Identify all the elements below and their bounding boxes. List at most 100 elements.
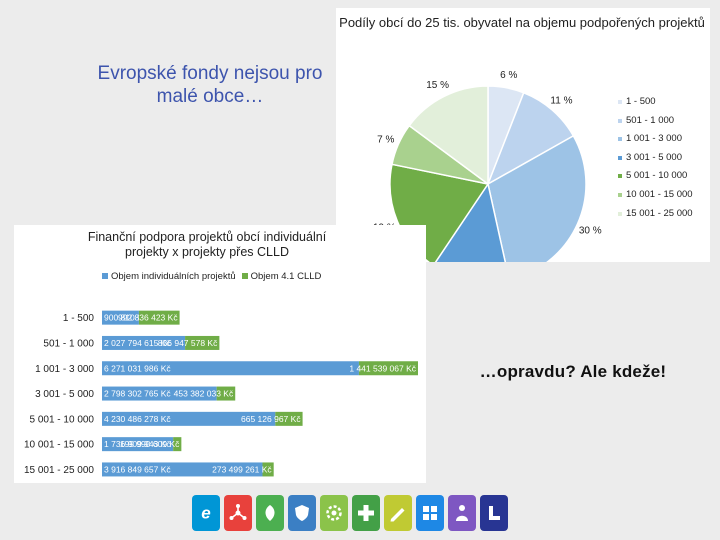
bar-value-label: 453 382 033 Kč	[174, 389, 234, 399]
pie-legend-item: 1 - 500	[618, 96, 708, 115]
pie-slice-7	[408, 85, 489, 186]
pie-data-label-3: 30 %	[579, 226, 602, 237]
pie-legend-swatch	[618, 155, 622, 160]
pie-legend-label: 15 001 - 25 000	[626, 207, 693, 219]
pie-data-label-2: 11 %	[550, 95, 572, 106]
bar-category-label: 1 - 500	[63, 313, 95, 324]
pie-legend-item: 5 001 - 10 000	[618, 170, 708, 189]
pie-legend-label: 5 001 - 10 000	[626, 170, 688, 182]
bar-value-label: 2 798 302 765 Kč	[104, 389, 171, 399]
pie-legend-label: 10 001 - 15 000	[626, 188, 693, 200]
pie-chart-title: Podíly obcí do 25 tis. obyvatel na objem…	[339, 15, 705, 30]
bar-individual-5	[102, 411, 276, 426]
plus-icon	[358, 505, 374, 521]
pie-legend-label: 501 - 1 000	[626, 114, 675, 126]
bar-category-label: 10 001 - 15 000	[24, 440, 94, 451]
leaf-tile	[256, 495, 284, 531]
pie-data-label-6: 7 %	[377, 134, 394, 145]
bar-clld-7	[262, 462, 274, 477]
bar-value-label: 992 836 423 Kč	[118, 313, 178, 323]
bar-value-label: 3 916 849 657 Kč	[104, 464, 171, 474]
bar-category-label: 5 001 - 10 000	[30, 414, 95, 425]
bar-clld-4	[216, 386, 236, 401]
pie-legend-item: 15 001 - 25 000	[618, 208, 708, 227]
person-tile	[448, 495, 476, 531]
bar-chart-title: Finanční podpora projektů obcí individuá…	[87, 230, 327, 259]
network-icon	[229, 504, 247, 520]
bar-legend: Objem individuálních projektů Objem 4.1 C…	[102, 271, 327, 282]
bar-category-label: 3 001 - 5 000	[35, 389, 94, 400]
icon-strip: e	[192, 495, 508, 531]
pie-legend-item: 10 001 - 15 000	[618, 189, 708, 208]
bar-legend-swatch	[102, 273, 108, 280]
pie-legend-label: 1 001 - 3 000	[626, 133, 682, 145]
bar-chart-panel: 1 - 500 900 810 976 Kč 992 836 423 Kč 501 -…	[14, 225, 426, 483]
shield-tile	[288, 495, 316, 531]
gear-tile	[320, 495, 348, 531]
pie-legend-swatch	[618, 174, 622, 179]
bar-value-label: 199 990 609 Kč	[120, 439, 180, 449]
bar-individual-7	[102, 462, 263, 477]
pie-legend-label: 3 001 - 5 000	[626, 151, 682, 163]
bar-value-label: 273 499 261 Kč	[212, 464, 272, 474]
pie-legend: 1 - 500 501 - 1 000 1 001 - 3 000 3 001 - 5…	[618, 96, 708, 226]
svg-text:e: e	[201, 504, 210, 523]
corner-tile	[480, 495, 508, 531]
pie-legend-label: 1 - 500	[626, 96, 656, 107]
bar-value-label: 836 947 578 Kč	[158, 338, 218, 348]
bar-legend-item: Objem 4.1 CLLD	[241, 271, 322, 282]
bar-individual-2	[102, 335, 186, 350]
pen-tile	[384, 495, 412, 531]
network-tile	[224, 495, 252, 531]
bar-value-label: 4 230 486 278 Kč	[104, 414, 171, 424]
pie-legend-item: 3 001 - 5 000	[618, 152, 708, 171]
bar-individual-3	[102, 361, 359, 376]
pie-chart-panel: 6 %11 %30 %13 %19 %7 %15 % Podíly obcí d…	[336, 8, 710, 262]
bar-category-label: 501 - 1 000	[43, 338, 94, 349]
person-icon	[456, 505, 468, 521]
headline-evropske-fondy: Evropské fondy nejsou pro malé obce…	[97, 63, 323, 107]
bar-category-label: 15 001 - 25 000	[24, 465, 94, 476]
pie-data-label-1: 6 %	[500, 70, 517, 81]
bar-value-label: 2 027 794 615 Kč	[104, 338, 171, 348]
pie-legend-item: 1 001 - 3 000	[618, 133, 708, 152]
pie-legend-item: 501 - 1 000	[618, 115, 708, 134]
plus-tile	[352, 495, 380, 531]
corner-icon	[489, 506, 500, 520]
bar-individual-6	[102, 437, 174, 452]
pie-slice-4	[434, 182, 507, 262]
gear-icon	[326, 505, 342, 521]
grid-icon	[423, 506, 437, 520]
bar-clld-6	[173, 437, 182, 452]
pie-slice-2	[486, 91, 575, 186]
bar-legend-label: Objem individuálních projektů	[111, 271, 236, 282]
grid-tile	[416, 495, 444, 531]
bar-legend-item: Objem individuálních projektů	[102, 271, 236, 282]
pie-legend-swatch	[618, 192, 622, 197]
e-logo-tile: e	[192, 495, 220, 531]
bar-individual-4	[102, 386, 217, 401]
pie-legend-swatch	[618, 211, 622, 216]
bar-value-label: 900 810 976 Kč	[104, 313, 164, 323]
shield-icon	[295, 505, 309, 521]
bar-clld-2	[185, 335, 220, 350]
headline-opravdu: …opravdu? Ale kdeže!	[479, 362, 667, 381]
pie-legend-swatch	[618, 100, 622, 104]
bar-individual-1	[102, 310, 139, 325]
bar-clld-1	[138, 310, 180, 325]
pie-legend-swatch	[618, 137, 622, 142]
bar-category-label: 1 001 - 3 000	[35, 364, 94, 375]
bar-value-label: 6 271 031 986 Kč	[104, 363, 171, 373]
pie-legend-swatch	[618, 118, 622, 123]
pie-slice-3	[487, 134, 587, 262]
e-logo-icon: e	[201, 504, 210, 523]
bar-legend-label: Objem 4.1 CLLD	[250, 271, 322, 282]
bar-value-label: 665 126 967 Kč	[241, 414, 301, 424]
bar-clld-5	[275, 411, 303, 426]
bar-value-label: 1 736 909 943 Kč	[104, 439, 171, 449]
bar-value-label: 1 441 539 067 Kč	[349, 363, 416, 373]
bar-clld-3	[358, 361, 418, 376]
pen-icon	[390, 508, 405, 522]
pie-data-label-7: 15 %	[426, 80, 449, 91]
